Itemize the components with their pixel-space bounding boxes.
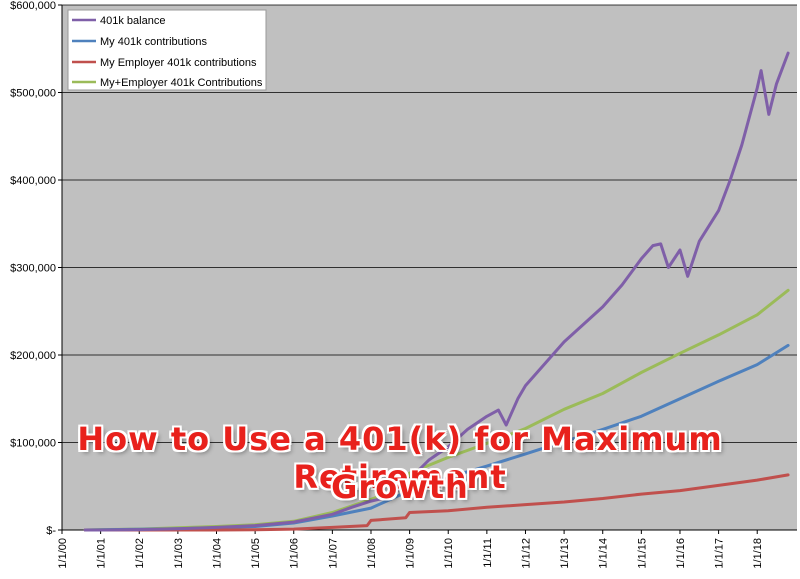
grid-lines [62, 4, 797, 443]
legend-box [67, 9, 267, 91]
x-tick-label: 1/1/13 [559, 538, 571, 569]
y-tick-label: $- [46, 525, 56, 537]
y-tick-label: $300,000 [10, 263, 56, 275]
series-lines [83, 51, 790, 532]
legend: 401k balance My 401k contributions My Em… [67, 9, 267, 91]
x-tick-label: 1/1/03 [173, 538, 185, 569]
x-tick-label: 1/1/01 [96, 538, 108, 569]
x-axis-ticks: 1/1/00 1/1/01 1/1/02 1/1/03 1/1/04 1/1/05 1/1/… [57, 530, 764, 569]
x-tick-label: 1/1/09 [405, 538, 417, 569]
legend-label-combined-contributions: My+Employer 401k Contributions [100, 77, 263, 89]
y-tick-label: $400,000 [10, 175, 56, 187]
x-tick-label: 1/1/10 [443, 538, 455, 569]
x-tick-label: 1/1/16 [675, 538, 687, 569]
x-tick-label: 1/1/00 [57, 538, 69, 569]
x-tick-label: 1/1/02 [134, 538, 146, 569]
legend-label-employer-contributions: My Employer 401k contributions [100, 57, 257, 69]
legend-label-my-contributions: My 401k contributions [100, 36, 207, 48]
x-tick-label: 1/1/06 [289, 538, 301, 569]
headline-line-1: How to Use a 401(k) for Maximum Retireme… [77, 420, 723, 496]
x-tick-label: 1/1/15 [636, 538, 648, 569]
y-tick-label: $600,000 [10, 0, 56, 12]
x-tick-label: 1/1/14 [598, 538, 610, 569]
x-tick-label: 1/1/12 [520, 538, 532, 569]
y-tick-label: $500,000 [10, 88, 56, 100]
x-tick-label: 1/1/04 [211, 538, 223, 569]
x-tick-label: 1/1/17 [714, 538, 726, 569]
headline-line-2: Growth [331, 468, 469, 506]
x-tick-label: 1/1/18 [752, 538, 764, 569]
y-tick-label: $100,000 [10, 438, 56, 450]
x-tick-label: 1/1/05 [250, 538, 262, 569]
legend-label-401k-balance: 401k balance [100, 15, 165, 27]
x-tick-label: 1/1/08 [366, 538, 378, 569]
series-line-0 [83, 51, 790, 532]
x-tick-label: 1/1/07 [327, 538, 339, 569]
series-line-2 [83, 473, 790, 532]
x-tick-label: 1/1/11 [482, 538, 494, 568]
y-axis-ticks: $- $100,000 $200,000 $300,000 $400,000 $500,0… [10, 0, 62, 537]
y-tick-label: $200,000 [10, 350, 56, 362]
